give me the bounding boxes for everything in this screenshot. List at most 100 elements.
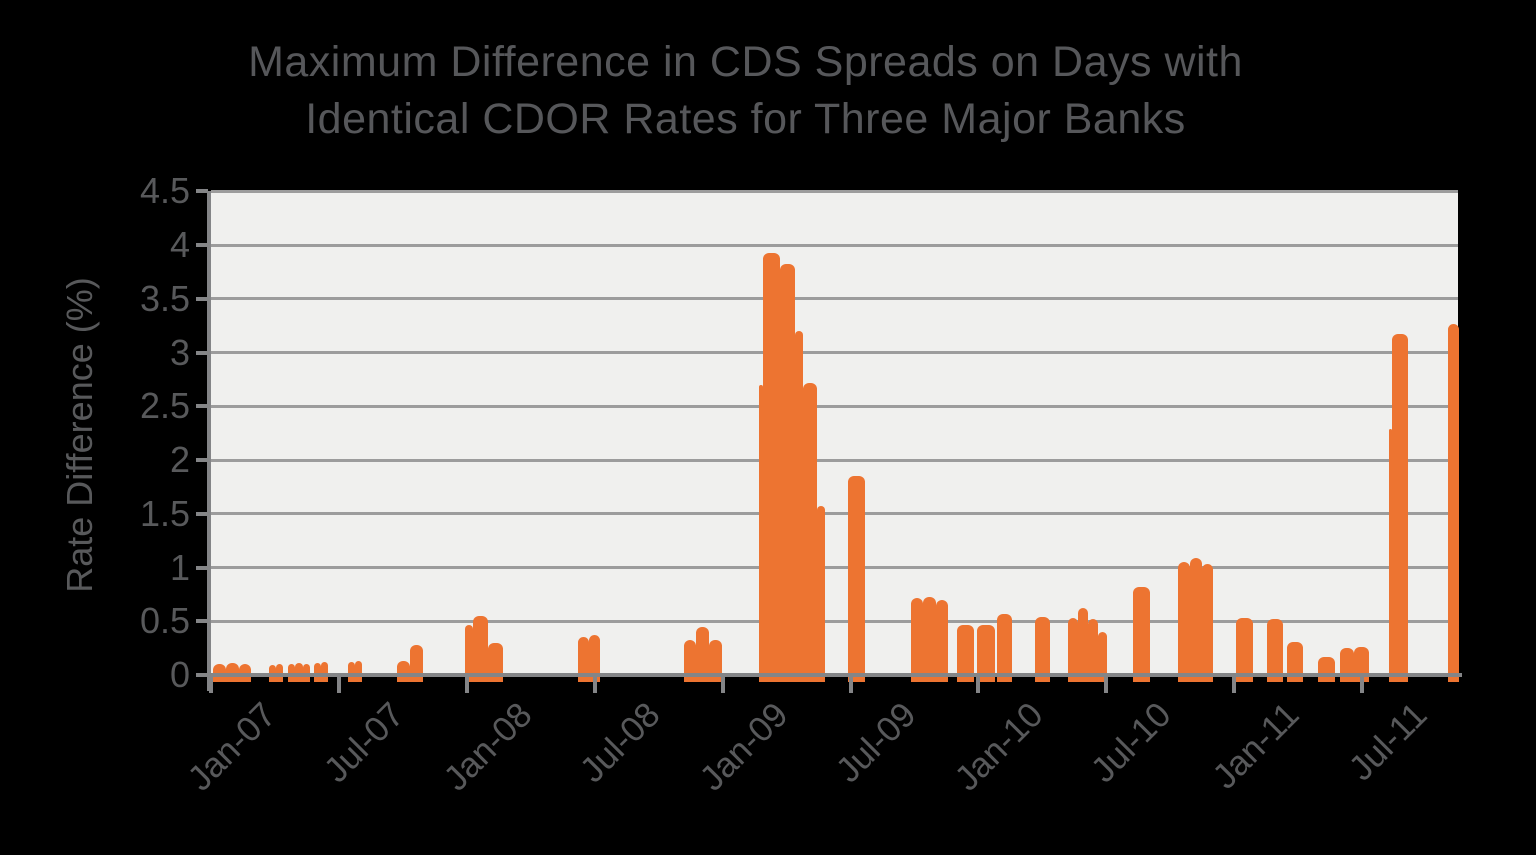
- y-tick-label: 2: [169, 439, 190, 480]
- y-tick-mark: [196, 189, 208, 194]
- x-tick-label: Jul-10: [1083, 695, 1179, 790]
- chart-title-line1: Maximum Difference in CDS Spreads on Day…: [248, 38, 1243, 86]
- bar: [977, 624, 996, 682]
- chart-title: Maximum Difference in CDS Spreads on Day…: [113, 34, 1378, 148]
- x-tick-mark: [337, 677, 341, 693]
- x-tick-label: Jul-07: [316, 695, 412, 790]
- gridline: [211, 189, 1458, 193]
- bar: [487, 642, 503, 682]
- bar: [759, 384, 763, 682]
- gridline: [211, 404, 1458, 408]
- x-tick-mark: [849, 677, 853, 693]
- x-tick-label: Jan-09: [692, 695, 796, 799]
- bar: [1286, 641, 1303, 682]
- bar: [1178, 562, 1191, 682]
- x-tick-label: Jul-11: [1341, 695, 1435, 789]
- bar: [848, 476, 865, 682]
- x-tick-mark: [593, 677, 597, 693]
- y-tick-label: 4.5: [139, 170, 190, 211]
- x-axis-line: [207, 673, 1462, 677]
- bar: [1098, 632, 1108, 682]
- bar: [1202, 564, 1213, 682]
- bar: [1447, 323, 1459, 682]
- x-tick-label: Jan-11: [1205, 695, 1307, 797]
- bar: [588, 635, 600, 682]
- y-tick-mark: [196, 350, 208, 355]
- bar: [1236, 618, 1253, 682]
- bar: [763, 252, 781, 682]
- bar: [1133, 586, 1150, 682]
- y-tick-mark: [196, 243, 208, 247]
- bar: [1267, 619, 1283, 682]
- gridline: [211, 351, 1458, 354]
- bar: [397, 661, 411, 682]
- bar: [936, 599, 949, 682]
- bar: [410, 644, 424, 682]
- x-tick-mark: [209, 677, 213, 693]
- y-axis-line: [207, 191, 211, 691]
- bar: [1068, 618, 1078, 682]
- x-tick-mark: [465, 677, 469, 693]
- y-tick-mark: [196, 673, 208, 677]
- bar: [780, 264, 796, 682]
- y-tick-label: 3: [169, 332, 190, 373]
- bar: [709, 639, 722, 682]
- y-tick-label: 0: [169, 654, 190, 695]
- x-tick-label: Jul-08: [572, 695, 668, 790]
- x-tick-mark: [1104, 677, 1108, 693]
- y-tick-label: 0.5: [139, 600, 190, 641]
- bar: [1035, 616, 1050, 682]
- y-tick-label: 4: [169, 224, 190, 265]
- x-tick-label: Jan-08: [436, 695, 540, 799]
- bar: [577, 637, 589, 682]
- bar: [803, 382, 818, 682]
- bar: [1190, 557, 1203, 682]
- y-tick-mark: [196, 511, 208, 516]
- y-tick-label: 1: [169, 547, 190, 588]
- y-tick-mark: [196, 404, 208, 409]
- gridline: [211, 566, 1458, 569]
- x-tick-mark: [1360, 677, 1364, 693]
- bar: [321, 662, 328, 682]
- y-tick-mark: [196, 296, 208, 301]
- bar: [957, 624, 974, 682]
- bar: [923, 596, 936, 682]
- y-tick-label: 3.5: [139, 278, 190, 319]
- x-tick-label: Jan-07: [180, 695, 284, 799]
- x-tick-mark: [1232, 677, 1236, 693]
- x-tick-mark: [721, 677, 725, 693]
- bar: [1388, 428, 1392, 682]
- x-tick-mark: [976, 677, 980, 693]
- bar: [684, 639, 696, 682]
- gridline: [211, 458, 1458, 462]
- x-tick-label: Jul-09: [828, 695, 924, 790]
- y-tick-mark: [196, 458, 208, 462]
- bar: [313, 663, 321, 682]
- bar: [817, 506, 825, 682]
- y-tick-label: 1.5: [139, 493, 190, 534]
- bar: [696, 626, 709, 682]
- plot-area: [196, 189, 1462, 693]
- x-tick-label: Jan-10: [947, 695, 1051, 799]
- y-tick-label: 2.5: [139, 385, 190, 426]
- gridline: [211, 512, 1458, 516]
- bar: [473, 615, 488, 682]
- gridline: [211, 297, 1458, 301]
- bar: [295, 663, 304, 682]
- bar: [1391, 334, 1408, 682]
- bar: [911, 597, 923, 682]
- bar: [465, 624, 474, 682]
- gridline: [211, 243, 1458, 247]
- bar: [1317, 656, 1335, 682]
- bar: [1088, 619, 1099, 682]
- bar: [997, 613, 1012, 682]
- y-tick-mark: [196, 619, 208, 624]
- bar: [347, 662, 355, 682]
- gridline: [211, 619, 1458, 623]
- chart-title-line2: Identical CDOR Rates for Three Major Ban…: [305, 95, 1186, 143]
- bar: [795, 331, 804, 682]
- bar: [226, 663, 240, 682]
- bar: [354, 661, 362, 682]
- y-tick-mark: [196, 565, 208, 570]
